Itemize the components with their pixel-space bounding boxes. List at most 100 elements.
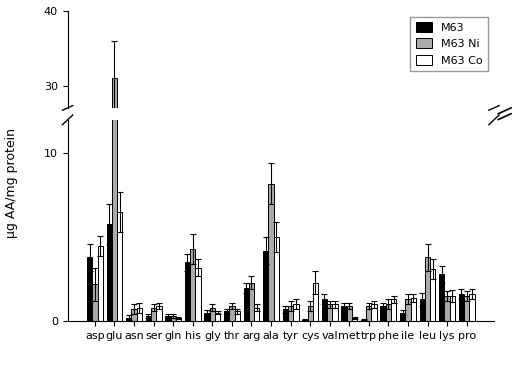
Bar	[386, 304, 391, 321]
Bar	[146, 316, 151, 321]
Bar	[126, 318, 132, 321]
Bar	[450, 296, 455, 321]
Bar	[151, 308, 156, 321]
Bar	[254, 308, 259, 321]
Bar	[263, 251, 268, 321]
Bar	[302, 308, 307, 309]
Bar	[210, 308, 215, 321]
Bar	[224, 311, 229, 321]
Bar	[249, 292, 254, 309]
Bar	[307, 303, 313, 309]
Bar	[274, 272, 279, 309]
Bar	[420, 299, 425, 321]
Bar	[430, 269, 435, 321]
Bar	[204, 306, 210, 309]
Bar	[307, 306, 313, 321]
Bar	[464, 298, 470, 309]
Bar	[341, 303, 347, 309]
Bar	[235, 311, 240, 321]
Bar	[322, 299, 327, 321]
Bar	[327, 304, 332, 321]
Bar	[185, 262, 190, 321]
Bar	[268, 248, 274, 309]
Bar	[450, 298, 455, 309]
Bar	[132, 310, 137, 321]
Bar	[381, 303, 386, 309]
Bar	[445, 296, 450, 321]
Bar	[156, 303, 162, 309]
Bar	[171, 316, 176, 321]
Bar	[391, 300, 396, 309]
Bar	[459, 297, 464, 309]
Bar	[366, 303, 371, 309]
Bar	[361, 319, 366, 321]
Text: μg AA/mg protein: μg AA/mg protein	[5, 127, 18, 238]
Bar	[254, 303, 259, 309]
Bar	[117, 261, 122, 309]
Bar	[98, 276, 103, 309]
Bar	[151, 303, 156, 309]
Bar	[361, 308, 366, 309]
Bar	[204, 313, 210, 321]
Bar	[347, 306, 352, 321]
Bar	[371, 302, 377, 309]
Bar	[156, 306, 162, 321]
Bar	[98, 246, 103, 321]
Bar	[229, 306, 235, 321]
Bar	[425, 281, 430, 309]
Bar	[137, 303, 142, 309]
Bar	[243, 294, 249, 309]
Bar	[165, 316, 171, 321]
Bar	[283, 304, 288, 309]
Legend: M63, M63 Ni, M63 Co: M63, M63 Ni, M63 Co	[410, 16, 488, 71]
Bar	[210, 303, 215, 309]
Bar	[425, 257, 430, 321]
Bar	[215, 306, 220, 309]
Bar	[112, 78, 117, 309]
Bar	[464, 296, 470, 321]
Bar	[293, 302, 298, 309]
Bar	[302, 319, 307, 321]
Bar	[288, 303, 293, 309]
Bar	[126, 308, 132, 309]
Bar	[470, 297, 475, 309]
Bar	[185, 283, 190, 309]
Bar	[391, 299, 396, 321]
Bar	[283, 310, 288, 321]
Bar	[400, 306, 406, 309]
Bar	[274, 237, 279, 321]
Bar	[332, 302, 337, 309]
Bar	[406, 300, 411, 309]
Bar	[92, 293, 98, 309]
Bar	[268, 184, 274, 321]
Bar	[400, 313, 406, 321]
Bar	[327, 302, 332, 309]
Bar	[411, 299, 416, 309]
Bar	[132, 304, 137, 309]
Bar	[243, 288, 249, 321]
Bar	[445, 298, 450, 309]
Bar	[313, 283, 318, 321]
Bar	[137, 308, 142, 321]
Bar	[190, 249, 196, 321]
Bar	[235, 305, 240, 309]
Bar	[112, 0, 117, 321]
Bar	[92, 284, 98, 321]
Bar	[439, 274, 445, 321]
Bar	[87, 257, 92, 321]
Bar	[146, 307, 151, 309]
Bar	[107, 266, 112, 309]
Bar	[107, 224, 112, 321]
Bar	[347, 303, 352, 309]
Bar	[386, 302, 391, 309]
Bar	[249, 283, 254, 321]
Bar	[288, 306, 293, 321]
Bar	[176, 318, 181, 321]
Bar	[190, 277, 196, 309]
Bar	[87, 281, 92, 309]
Bar	[420, 300, 425, 309]
Bar	[171, 307, 176, 309]
Bar	[215, 313, 220, 321]
Bar	[459, 294, 464, 321]
Bar	[313, 292, 318, 309]
